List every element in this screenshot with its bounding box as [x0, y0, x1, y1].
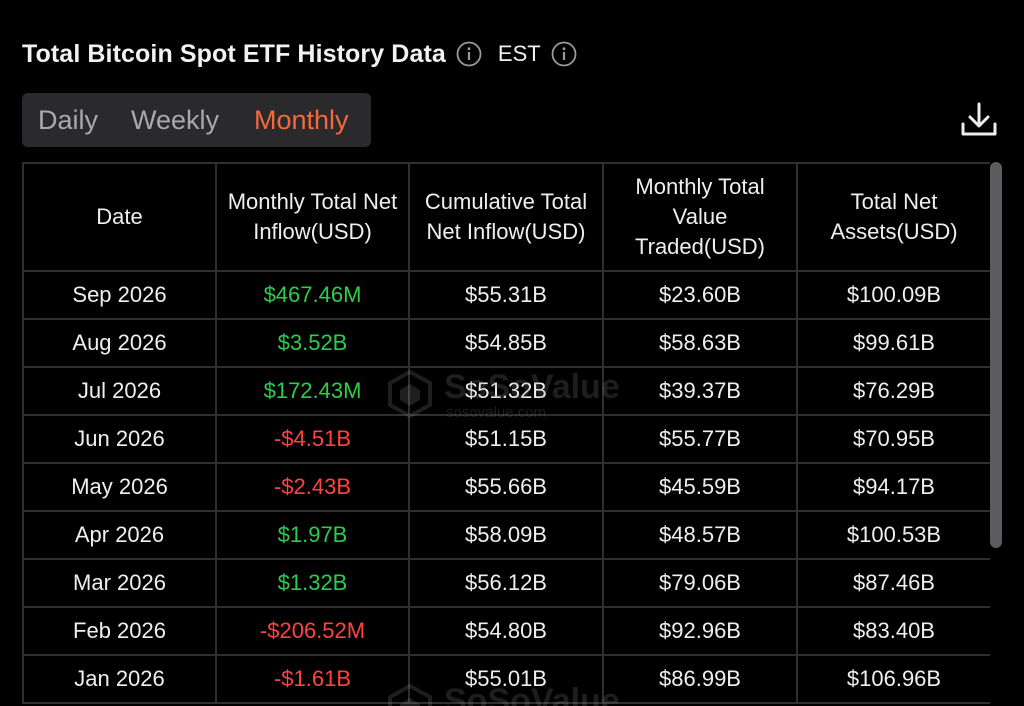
cell-net-inflow: $467.46M: [215, 270, 410, 320]
cell-cumulative: $54.85B: [408, 318, 604, 368]
cell-value-traded: $92.96B: [602, 606, 798, 656]
cell-cumulative: $51.15B: [408, 414, 604, 464]
table-row: Feb 2026 -$206.52M $54.80B $92.96B $83.4…: [22, 606, 990, 656]
download-button[interactable]: [958, 100, 1000, 140]
table-row: May 2026 -$2.43B $55.66B $45.59B $94.17B: [22, 462, 990, 512]
cell-net-assets: $83.40B: [796, 606, 990, 656]
info-icon[interactable]: [456, 41, 482, 67]
cell-net-inflow: -$2.43B: [215, 462, 410, 512]
cell-net-inflow: $3.52B: [215, 318, 410, 368]
table-row: Jun 2026 -$4.51B $51.15B $55.77B $70.95B: [22, 414, 990, 464]
cell-net-inflow: $1.97B: [215, 510, 410, 560]
tab-monthly[interactable]: Monthly: [254, 104, 349, 135]
cell-date: Jun 2026: [22, 414, 217, 464]
title-row: Total Bitcoin Spot ETF History Data EST: [22, 36, 577, 72]
cell-cumulative: $54.80B: [408, 606, 604, 656]
cell-net-inflow: $1.32B: [215, 558, 410, 608]
cell-net-assets: $106.96B: [796, 654, 990, 704]
cell-net-assets: $99.61B: [796, 318, 990, 368]
cell-cumulative: $51.32B: [408, 366, 604, 416]
cell-cumulative: $55.01B: [408, 654, 604, 704]
cell-net-assets: $94.17B: [796, 462, 990, 512]
scrollbar-thumb[interactable]: [990, 162, 1002, 548]
cell-value-traded: $45.59B: [602, 462, 798, 512]
cell-value-traded: $39.37B: [602, 366, 798, 416]
cell-cumulative: $55.31B: [408, 270, 604, 320]
cell-net-inflow: -$4.51B: [215, 414, 410, 464]
page-title: Total Bitcoin Spot ETF History Data: [22, 39, 446, 68]
cell-value-traded: $48.57B: [602, 510, 798, 560]
cell-value-traded: $79.06B: [602, 558, 798, 608]
cell-net-inflow: -$206.52M: [215, 606, 410, 656]
cell-net-assets: $87.46B: [796, 558, 990, 608]
cell-date: Feb 2026: [22, 606, 217, 656]
cell-date: Aug 2026: [22, 318, 217, 368]
table-row: Aug 2026 $3.52B $54.85B $58.63B $99.61B: [22, 318, 990, 368]
cell-net-assets: $100.09B: [796, 270, 990, 320]
timezone-info-icon[interactable]: [551, 41, 577, 67]
column-header-net-inflow[interactable]: Monthly Total Net Inflow(USD): [215, 162, 410, 272]
timezone-label: EST: [497, 41, 541, 66]
cell-date: Jul 2026: [22, 366, 217, 416]
table-scrollbar[interactable]: [990, 162, 1002, 706]
column-header-cumulative[interactable]: Cumulative Total Net Inflow(USD): [408, 162, 604, 272]
table-row: Jan 2026 -$1.61B $55.01B $86.99B $106.96…: [22, 654, 990, 704]
download-icon: [961, 102, 997, 136]
cell-date: May 2026: [22, 462, 217, 512]
cell-value-traded: $55.77B: [602, 414, 798, 464]
tab-daily[interactable]: Daily: [38, 104, 99, 135]
cell-net-assets: $76.29B: [796, 366, 990, 416]
table-row: Apr 2026 $1.97B $58.09B $48.57B $100.53B: [22, 510, 990, 560]
table-row: Jul 2026 $172.43M $51.32B $39.37B $76.29…: [22, 366, 990, 416]
column-header-net-assets[interactable]: Total Net Assets(USD): [796, 162, 990, 272]
tab-weekly[interactable]: Weekly: [131, 104, 220, 135]
cell-date: Sep 2026: [22, 270, 217, 320]
cell-net-inflow: $172.43M: [215, 366, 410, 416]
cell-net-assets: $70.95B: [796, 414, 990, 464]
cell-net-assets: $100.53B: [796, 510, 990, 560]
cell-date: Apr 2026: [22, 510, 217, 560]
column-header-date[interactable]: Date: [22, 162, 217, 272]
cell-value-traded: $58.63B: [602, 318, 798, 368]
cell-value-traded: $86.99B: [602, 654, 798, 704]
cell-cumulative: $58.09B: [408, 510, 604, 560]
table-header-row: Date Monthly Total Net Inflow(USD) Cumul…: [22, 162, 990, 272]
cell-cumulative: $55.66B: [408, 462, 604, 512]
cell-date: Jan 2026: [22, 654, 217, 704]
cell-cumulative: $56.12B: [408, 558, 604, 608]
table-row: Mar 2026 $1.32B $56.12B $79.06B $87.46B: [22, 558, 990, 608]
period-tabs: Daily Weekly Monthly: [22, 93, 371, 147]
table-row: Sep 2026 $467.46M $55.31B $23.60B $100.0…: [22, 270, 990, 320]
cell-net-inflow: -$1.61B: [215, 654, 410, 704]
cell-value-traded: $23.60B: [602, 270, 798, 320]
column-header-value-traded[interactable]: Monthly Total Value Traded(USD): [602, 162, 798, 272]
cell-date: Mar 2026: [22, 558, 217, 608]
history-table: Date Monthly Total Net Inflow(USD) Cumul…: [22, 162, 990, 704]
history-table-container[interactable]: Date Monthly Total Net Inflow(USD) Cumul…: [22, 162, 990, 706]
